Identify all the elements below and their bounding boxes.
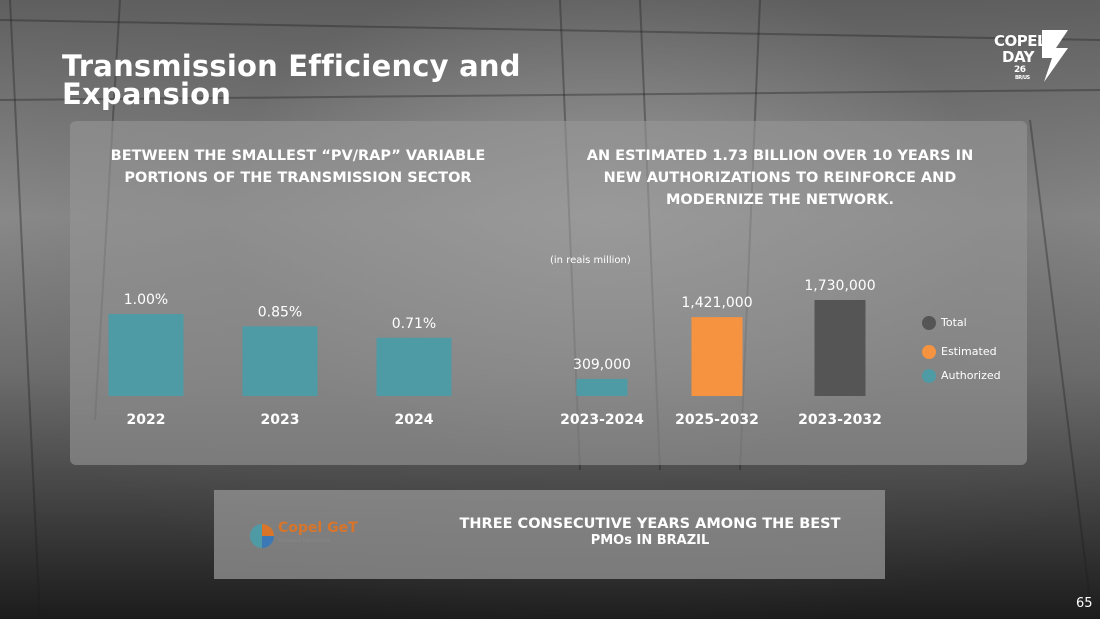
category-label-0-2: 2024: [395, 412, 434, 428]
content-panel: [70, 121, 1027, 465]
logo-line2: DAY: [1002, 48, 1035, 66]
legend-label-total: Total: [941, 316, 967, 329]
pmo-mark-icon: [250, 524, 274, 548]
pmo-copel-get-logo: Copel GeT Geração e Transmissão: [248, 520, 383, 552]
legend-swatch-estimated: [922, 345, 936, 359]
legend-label-authorized: Authorized: [941, 369, 1001, 382]
pmo-achievement-line1: THREE CONSECUTIVE YEARS AMONG THE BEST: [459, 516, 841, 532]
left-chart-heading: BETWEEN THE SMALLEST “PV/RAP” VARIABLE P…: [110, 148, 486, 186]
legend-label-estimated: Estimated: [941, 345, 997, 358]
page-title: Transmission Efficiency and Expansion: [62, 49, 521, 111]
pmo-brand: Copel GeT: [278, 520, 358, 536]
bar-0-2023: [242, 326, 318, 396]
category-label-1-1: 2025-2032: [675, 412, 759, 428]
pmo-tagline: Geração e Transmissão: [278, 539, 331, 544]
category-label-0-1: 2023: [261, 412, 300, 428]
value-label-0-0: 1.00%: [124, 292, 168, 308]
category-label-1-0: 2023-2024: [560, 412, 644, 428]
value-label-1-2: 1,730,000: [804, 278, 875, 294]
value-label-1-1: 1,421,000: [681, 295, 752, 311]
bar-1-2025-2032: [691, 317, 743, 396]
logo-line3: 26: [1014, 65, 1026, 75]
logo-line1: COPEL: [994, 32, 1047, 50]
bar-0-2022: [108, 314, 184, 396]
right-chart-heading: AN ESTIMATED 1.73 BILLION OVER 10 YEARS …: [586, 148, 974, 208]
bar-1-2023-2024: [576, 378, 628, 396]
value-label-0-2: 0.71%: [392, 316, 436, 332]
unit-note: (in reais million): [550, 255, 631, 266]
copel-day-logo: COPEL DAY 26 BR/US: [994, 28, 1074, 84]
value-label-0-1: 0.85%: [258, 304, 302, 320]
lightning-bolt-icon: [1042, 30, 1068, 82]
category-label-0-0: 2022: [127, 412, 166, 428]
value-label-1-0: 309,000: [573, 357, 631, 373]
logo-line4: BR/US: [1015, 75, 1030, 81]
bar-0-2024: [376, 337, 452, 396]
pmo-achievement-text: THREE CONSECUTIVE YEARS AMONG THE BEST P…: [430, 516, 870, 549]
pmo-banner: [214, 490, 885, 579]
legend-swatch-authorized: [922, 369, 936, 383]
page-number: 65: [1076, 596, 1093, 611]
legend-swatch-total: [922, 316, 936, 330]
category-label-1-2: 2023-2032: [798, 412, 882, 428]
pmo-achievement-line2: PMOs IN BRAZIL: [590, 533, 710, 548]
bar-1-2023-2032: [814, 300, 866, 396]
